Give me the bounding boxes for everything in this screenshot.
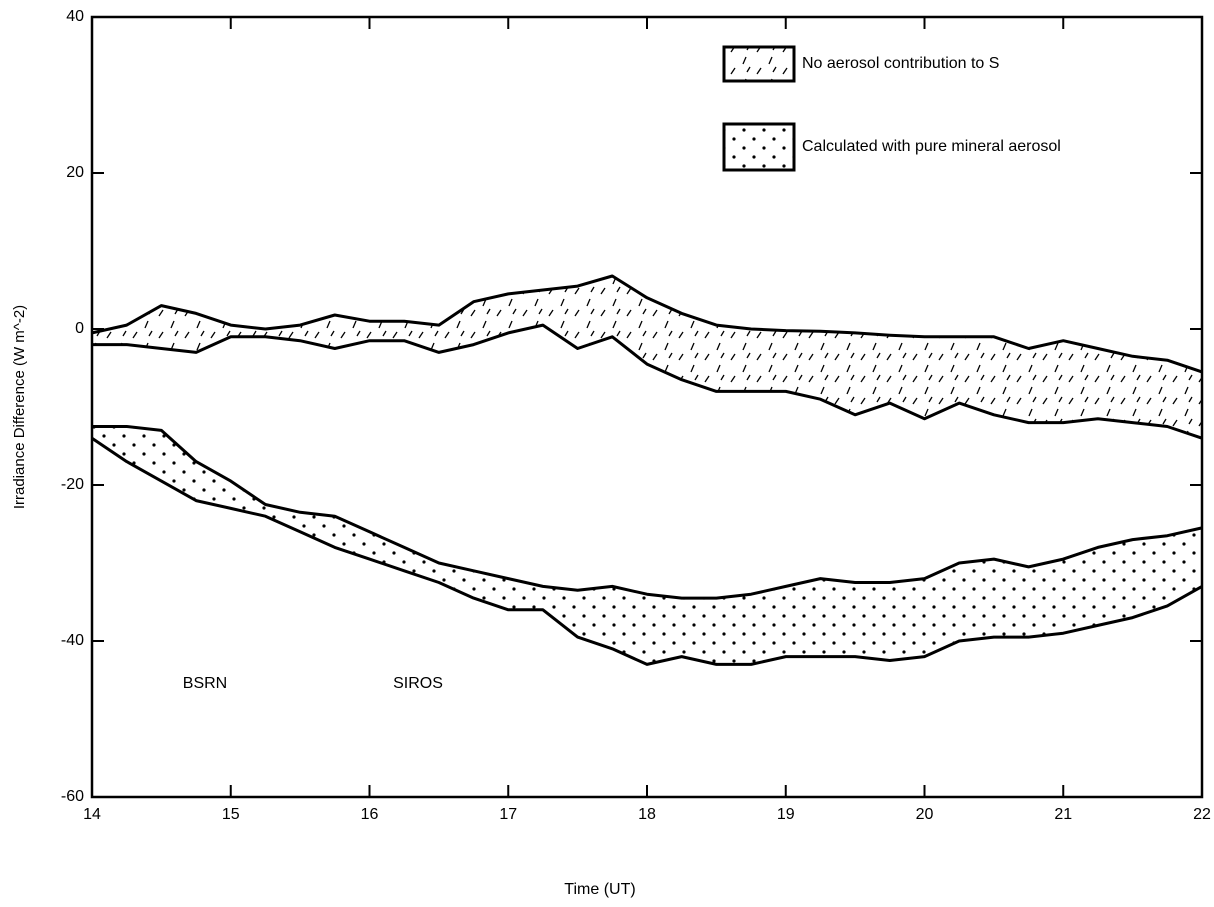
y-tick-label: -60 bbox=[61, 788, 84, 805]
x-tick-label: 16 bbox=[361, 806, 379, 823]
band-fill bbox=[92, 426, 1202, 665]
y-tick-label: -40 bbox=[61, 632, 84, 649]
x-tick-label: 20 bbox=[916, 806, 934, 823]
legend-swatch bbox=[722, 122, 796, 172]
x-axis-label: Time (UT) bbox=[564, 881, 635, 898]
y-tick-label: 40 bbox=[66, 8, 84, 25]
band-lower-line bbox=[91, 436, 1203, 666]
x-tick-label: 22 bbox=[1193, 806, 1211, 823]
y-tick-label: 0 bbox=[75, 320, 84, 337]
legend-label: No aerosol contribution to S bbox=[802, 55, 999, 72]
x-tick-label: 15 bbox=[222, 806, 240, 823]
x-tick-label: 14 bbox=[83, 806, 101, 823]
x-tick-label: 19 bbox=[777, 806, 795, 823]
y-axis-label: Irradiance Difference (W m^-2) bbox=[11, 305, 28, 509]
x-tick-label: 21 bbox=[1054, 806, 1072, 823]
x-tick-label: 17 bbox=[499, 806, 517, 823]
band-lower-line bbox=[92, 323, 1203, 440]
y-tick-label: -20 bbox=[61, 476, 84, 493]
annotation: BSRN bbox=[183, 675, 227, 692]
legend-swatch bbox=[722, 45, 796, 83]
band-upper-line bbox=[92, 425, 1203, 600]
annotation: SIROS bbox=[393, 675, 443, 692]
y-tick-label: 20 bbox=[66, 164, 84, 181]
legend-label: Calculated with pure mineral aerosol bbox=[802, 138, 1061, 155]
band-upper-line bbox=[91, 274, 1203, 374]
band-fill bbox=[92, 276, 1202, 439]
x-tick-label: 18 bbox=[638, 806, 656, 823]
